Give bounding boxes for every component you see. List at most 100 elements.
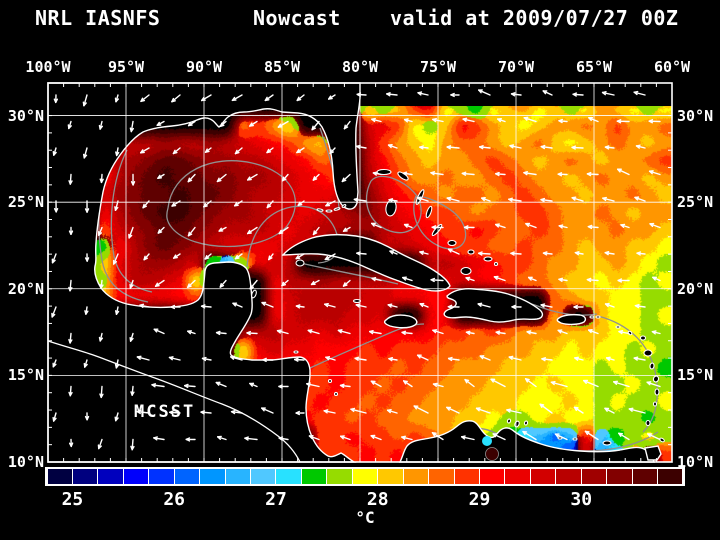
wind-vector xyxy=(571,145,584,150)
landmass-south-america xyxy=(398,420,656,463)
wind-vector xyxy=(68,385,73,397)
island xyxy=(645,419,651,427)
lon-tick-label: 70°W xyxy=(497,58,535,76)
wind-vector xyxy=(325,356,336,361)
wind-vector xyxy=(490,378,506,388)
wind-vector xyxy=(232,302,243,308)
wind-vector xyxy=(634,303,646,309)
wind-vector xyxy=(628,407,646,414)
wind-vector xyxy=(572,92,584,97)
island xyxy=(649,362,655,370)
colorbar-cell xyxy=(556,469,581,484)
wind-vector xyxy=(203,200,212,208)
wind-vector xyxy=(151,383,165,388)
wind-vector xyxy=(99,279,104,289)
wind-vector xyxy=(142,200,150,209)
wind-vector xyxy=(646,381,661,388)
wind-vector xyxy=(183,383,196,389)
wind-vector xyxy=(416,354,429,361)
wind-vector xyxy=(356,144,367,149)
wind-vector xyxy=(136,355,150,361)
wind-vector xyxy=(139,303,150,308)
island xyxy=(467,249,475,255)
wind-vector xyxy=(246,330,258,336)
wind-vector xyxy=(295,410,305,416)
wind-vector xyxy=(157,226,165,234)
island xyxy=(652,401,658,407)
wind-vector xyxy=(387,143,398,149)
colorbar-tick: 29 xyxy=(468,489,491,510)
wind-vector xyxy=(648,119,661,124)
wind-vector xyxy=(172,147,181,155)
wind-vector xyxy=(171,200,181,207)
wind-vector xyxy=(249,120,258,127)
colorbar-cell xyxy=(72,469,98,484)
wind-vector xyxy=(187,226,196,237)
colorbar-cell xyxy=(149,469,174,484)
colorbar-cell xyxy=(581,469,607,484)
wind-vector xyxy=(419,302,429,308)
wind-vector xyxy=(187,330,196,335)
wind-vector xyxy=(588,116,599,123)
title-product: Nowcast xyxy=(253,6,341,30)
wind-vector xyxy=(112,253,119,265)
lat-tick-label: 15°N xyxy=(677,366,714,385)
wind-vector xyxy=(136,409,150,415)
wind-vector xyxy=(401,330,413,335)
wind-vector xyxy=(68,332,73,344)
wind-vector xyxy=(386,92,398,97)
wind-vector xyxy=(114,94,120,103)
wind-vector xyxy=(402,171,413,176)
wind-vector xyxy=(652,276,661,282)
colorbar-cell xyxy=(479,469,505,484)
wind-vector xyxy=(508,197,522,202)
wind-vector xyxy=(356,92,367,97)
wind-vector xyxy=(294,357,305,362)
wind-vector xyxy=(99,173,104,184)
island xyxy=(425,205,433,219)
lat-tick-label: 25°N xyxy=(677,193,714,212)
wind-vector xyxy=(604,407,615,414)
wind-vector xyxy=(604,302,615,308)
island xyxy=(341,204,347,208)
wind-vector xyxy=(372,171,382,176)
wind-vector xyxy=(586,277,599,283)
wind-vector xyxy=(506,408,522,414)
wind-vector xyxy=(204,253,212,260)
wind-vector xyxy=(493,275,506,282)
wind-vector xyxy=(129,120,134,133)
wind-vector xyxy=(402,276,413,282)
wind-vector xyxy=(492,433,506,441)
wind-vector xyxy=(308,435,320,441)
wind-vector xyxy=(558,118,568,124)
wind-vector xyxy=(617,168,630,176)
wind-vector xyxy=(296,94,305,102)
wind-vector xyxy=(446,406,460,414)
wind-vector xyxy=(312,226,320,236)
wind-vector xyxy=(98,120,104,130)
lon-tick-label: 95°W xyxy=(107,58,145,76)
wind-vector xyxy=(633,356,646,361)
wind-vector xyxy=(311,120,320,131)
lon-tick-label: 60°W xyxy=(653,58,691,76)
wind-vector xyxy=(571,196,584,202)
wind-vector xyxy=(462,117,475,123)
wind-vector xyxy=(324,302,336,308)
wind-vector xyxy=(52,147,57,156)
wind-vector xyxy=(247,226,258,235)
wind-vector xyxy=(156,120,165,126)
wind-vector xyxy=(114,200,119,211)
wind-vector xyxy=(495,330,506,335)
wind-vector xyxy=(387,303,398,308)
wind-vector xyxy=(634,196,646,202)
wind-vector xyxy=(249,279,258,290)
wind-vector xyxy=(618,330,630,335)
colorbar-cell xyxy=(301,469,327,484)
wind-vector xyxy=(234,253,243,260)
wind-vector xyxy=(278,436,289,441)
temperature-colorbar xyxy=(45,467,685,486)
wind-vector xyxy=(618,432,630,441)
wind-vector xyxy=(84,306,89,315)
wind-vector xyxy=(306,382,320,388)
wind-vector xyxy=(187,120,196,127)
